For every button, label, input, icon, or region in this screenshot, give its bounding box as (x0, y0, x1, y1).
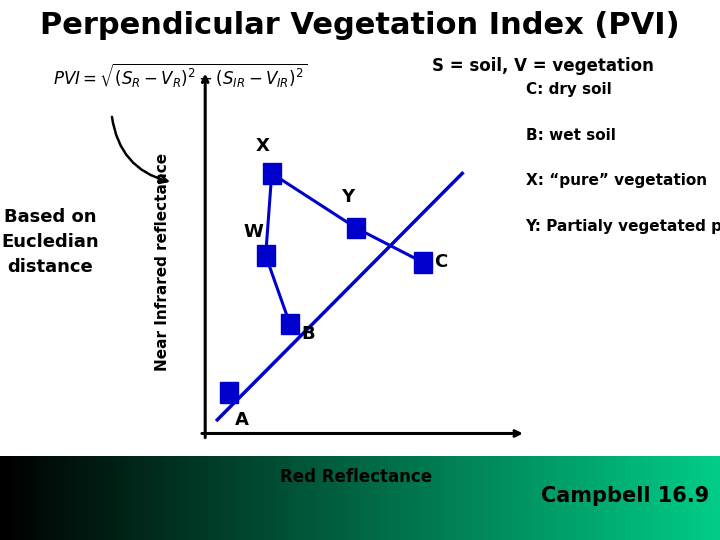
Text: S = soil, V = vegetation: S = soil, V = vegetation (432, 57, 654, 75)
Text: B: wet soil: B: wet soil (526, 128, 616, 143)
Text: Near Infrared reflectance: Near Infrared reflectance (156, 153, 171, 372)
Bar (256, 245, 275, 266)
Text: Y: Partialy vegetated pixel: Y: Partialy vegetated pixel (526, 219, 720, 234)
Text: Based on
Eucledian
distance: Based on Eucledian distance (1, 208, 99, 276)
Bar (347, 218, 366, 239)
Text: X: “pure” vegetation: X: “pure” vegetation (526, 173, 707, 188)
Bar (263, 163, 281, 184)
Bar (281, 314, 299, 334)
Bar (414, 252, 432, 273)
Text: C: C (434, 253, 448, 272)
Text: X: X (256, 137, 269, 155)
Text: B: B (301, 325, 315, 343)
Text: Red Reflectance: Red Reflectance (280, 468, 433, 485)
Text: Y: Y (341, 188, 354, 206)
Text: $\mathit{PVI} = \sqrt{\mathit{(S_R - V_R)^2 - (S_{IR} - V_{IR})^2}}$: $\mathit{PVI} = \sqrt{\mathit{(S_R - V_R… (53, 62, 307, 90)
Text: W: W (243, 222, 264, 241)
Text: A: A (235, 411, 248, 429)
FancyArrowPatch shape (112, 117, 168, 183)
Text: C: dry soil: C: dry soil (526, 82, 611, 97)
Bar (220, 382, 238, 403)
Text: Perpendicular Vegetation Index (PVI): Perpendicular Vegetation Index (PVI) (40, 11, 680, 40)
Text: Campbell 16.9: Campbell 16.9 (541, 485, 709, 505)
